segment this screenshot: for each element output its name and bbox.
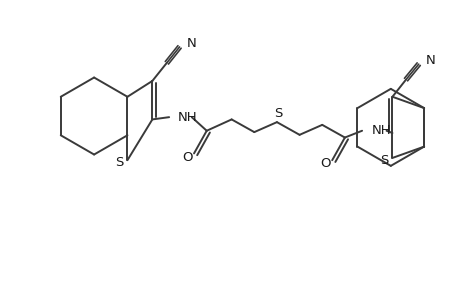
Text: O: O [182, 151, 192, 164]
Text: S: S [115, 156, 123, 169]
Text: NH: NH [177, 111, 196, 124]
Text: NH: NH [371, 124, 391, 137]
Text: N: N [186, 37, 196, 50]
Text: S: S [273, 107, 281, 121]
Text: O: O [319, 157, 330, 170]
Text: N: N [425, 54, 434, 67]
Text: S: S [379, 154, 388, 167]
